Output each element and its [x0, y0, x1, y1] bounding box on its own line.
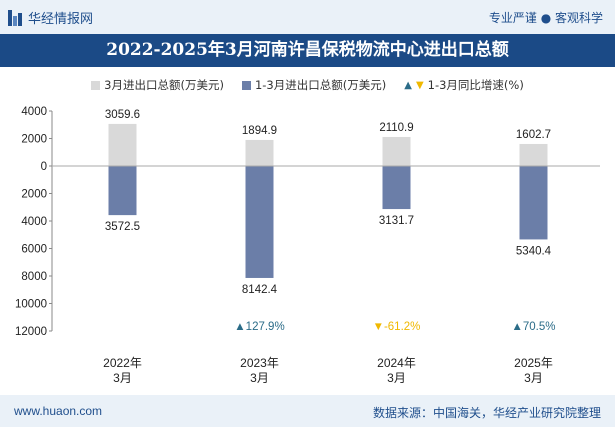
- ytd-total-label: 8142.4: [242, 284, 278, 296]
- y-tick-label: 2000: [21, 134, 47, 146]
- ytd-total-bar: [108, 166, 137, 216]
- march-total-bar: [382, 136, 411, 166]
- x-category-label: 2025年: [514, 356, 553, 370]
- march-total-label: 2110.9: [379, 122, 413, 134]
- march-total-label: 1894.9: [242, 125, 277, 137]
- x-category-label: 3月: [524, 371, 543, 385]
- ytd-total-label: 3131.7: [379, 215, 414, 227]
- x-category-label: 3月: [250, 371, 269, 385]
- x-category-label: 3月: [387, 371, 406, 385]
- chart-legend: 3月进出口总额(万美元) 1-3月进出口总额(万美元) ▲ ▼ 1-3月同比增速(…: [0, 76, 615, 94]
- legend-item-ytd: 1-3月进出口总额(万美元): [241, 76, 387, 94]
- y-tick-label: 8000: [21, 271, 47, 283]
- growth-label: ▲127.9%: [234, 321, 284, 333]
- legend-swatch-ytd: [241, 80, 251, 90]
- top-banner: 华经情报网 专业严谨 ● 客观科学: [0, 0, 615, 34]
- ytd-total-label: 3572.5: [105, 221, 140, 233]
- y-tick-label: 10000: [15, 299, 47, 311]
- legend-swatch-march: [91, 80, 101, 90]
- chart-title: 2022-2025年3月河南许昌保税物流中心进出口总额: [0, 34, 615, 67]
- legend-label-ytd: 1-3月进出口总额(万美元): [254, 78, 387, 92]
- bar-chart: 4000 2000 0 2000 4000 6000 8000 10000 12000 3059.…: [15, 106, 600, 385]
- up-triangle-icon: ▲: [404, 79, 412, 91]
- logo-text: 华经情报网: [28, 12, 94, 27]
- ytd-total-bar: [519, 166, 548, 240]
- y-tick-label: 2000: [21, 189, 47, 201]
- y-tick-label: 0: [41, 161, 47, 173]
- down-triangle-icon: ▼: [415, 79, 424, 91]
- x-category-label: 3月: [113, 371, 132, 385]
- legend-item-march: 3月进出口总额(万美元): [91, 76, 224, 94]
- legend-label-march: 3月进出口总额(万美元): [104, 78, 224, 92]
- x-category-label: 2023年: [240, 356, 279, 370]
- brand-logo[interactable]: 华经情报网: [8, 8, 93, 27]
- footer-source: 数据来源：中国海关，华经产业研究院整理: [372, 406, 601, 420]
- y-tick-label: 6000: [21, 244, 47, 256]
- march-total-label: 3059.6: [105, 109, 140, 121]
- legend-label-yoy: 1-3月同比增速(%): [427, 78, 524, 92]
- y-tick-label: 12000: [15, 326, 47, 338]
- footer: www.huaon.com 数据来源：中国海关，华经产业研究院整理: [0, 395, 615, 427]
- march-total-bar: [519, 143, 548, 166]
- tagline: 专业严谨 ● 客观科学: [488, 11, 603, 25]
- legend-item-yoy: ▲ ▼ 1-3月同比增速(%): [404, 76, 524, 94]
- x-category-label: 2022年: [103, 356, 142, 370]
- march-total-bar: [108, 123, 137, 166]
- growth-label: ▼-61.2%: [373, 321, 421, 333]
- march-total-label: 1602.7: [516, 129, 551, 141]
- y-tick-label: 4000: [21, 216, 47, 228]
- footer-website[interactable]: www.huaon.com: [14, 404, 103, 418]
- growth-label: ▲70.5%: [512, 321, 556, 333]
- y-tick-label: 4000: [21, 106, 47, 118]
- ytd-total-label: 5340.4: [516, 245, 552, 257]
- ytd-total-bar: [245, 166, 274, 278]
- ytd-total-bar: [382, 166, 411, 210]
- logo-icon: [8, 9, 22, 26]
- march-total-bar: [245, 139, 274, 166]
- x-category-label: 2024年: [377, 356, 416, 370]
